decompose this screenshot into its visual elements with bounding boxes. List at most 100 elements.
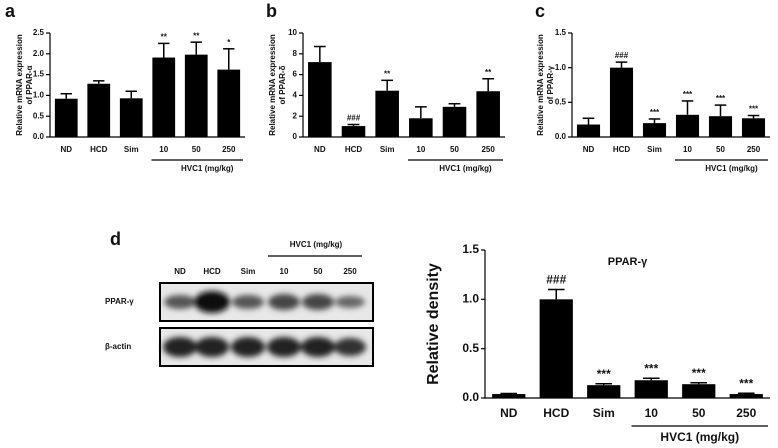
blot-row-label: PPAR-γ	[105, 297, 134, 306]
x-tick-label: ND	[500, 406, 518, 420]
western-blot: HVC1 (mg/kg) PPAR-γ β-actin	[105, 240, 374, 367]
y-tick-label: 0	[293, 132, 298, 141]
y-axis-label: Relative mRNA expression	[536, 34, 545, 136]
significance-label: **	[193, 31, 200, 40]
panel-label: c	[535, 1, 545, 21]
bar	[741, 118, 766, 137]
bar	[708, 116, 733, 137]
significance-label: ***	[692, 366, 706, 380]
bar	[576, 124, 601, 137]
bar	[87, 83, 111, 137]
x-tick-label: Sim	[380, 145, 395, 154]
significance-label: ***	[597, 367, 611, 381]
significance-label: ###	[546, 273, 566, 287]
x-tick-label: 50	[192, 145, 201, 154]
bar	[476, 91, 500, 137]
y-tick-label: 0.5	[555, 97, 567, 106]
x-tick-label: HCD	[613, 145, 631, 154]
group-label: HVC1 (mg/kg)	[660, 430, 739, 444]
bar	[217, 69, 241, 137]
bar	[184, 54, 208, 137]
bar	[675, 114, 700, 137]
x-tick-label: 250	[481, 145, 495, 154]
x-tick-label: 10	[683, 145, 692, 154]
bar	[341, 126, 366, 137]
bar	[442, 106, 467, 137]
x-tick-label: 50	[450, 145, 459, 154]
y-tick-label: 0.0	[555, 132, 567, 141]
bar	[729, 394, 763, 398]
significance-label: *	[227, 38, 231, 47]
x-tick-label: 10	[645, 406, 659, 420]
panel-label: b	[266, 1, 277, 21]
y-tick-label: 1.0	[555, 63, 567, 72]
bar	[308, 62, 332, 138]
x-tick-label: Sim	[647, 145, 662, 154]
x-tick-label: 10	[416, 145, 425, 154]
x-tick-label: Sim	[593, 406, 615, 420]
y-axis-label: Relative density	[425, 263, 442, 385]
x-tick-label: 250	[222, 145, 236, 154]
significance-label: ***	[716, 94, 726, 103]
significance-label: ***	[683, 90, 693, 99]
y-axis-label: Relative mRNA expression	[15, 34, 24, 136]
y-tick-label: 1.0	[33, 91, 45, 100]
bar	[375, 90, 399, 137]
bar	[492, 394, 526, 398]
bar	[682, 384, 716, 398]
y-tick-label: 0.0	[33, 132, 45, 141]
bar	[409, 118, 433, 137]
blot-lane-label: 10	[280, 267, 289, 276]
blot-lane-label: HCD	[203, 267, 221, 276]
x-tick-label: HCD	[345, 145, 363, 154]
blot-lane-label: 250	[343, 267, 357, 276]
group-label: HVC1 (mg/kg)	[705, 164, 758, 173]
significance-label: **	[384, 69, 391, 78]
x-tick-label: 10	[159, 145, 168, 154]
significance-label: **	[485, 68, 492, 77]
bar	[539, 299, 573, 398]
group-label: HVC1 (mg/kg)	[439, 164, 492, 173]
blot-bands	[163, 291, 366, 357]
bar	[152, 57, 176, 137]
y-tick-label: 2	[293, 111, 298, 120]
significance-label: ***	[644, 361, 658, 375]
y-axis-label: Relative mRNA expression	[268, 34, 277, 136]
bar	[642, 123, 667, 137]
x-tick-label: 50	[716, 145, 725, 154]
y-axis-label: of PPAR-α	[25, 65, 34, 104]
blot-lane-label: 50	[314, 267, 323, 276]
x-tick-label: HCD	[543, 406, 569, 420]
y-tick-label: 0.0	[462, 390, 479, 404]
x-tick-label: 50	[692, 406, 706, 420]
significance-label: ***	[650, 108, 660, 117]
chart-title: PPAR-γ	[608, 256, 648, 268]
y-tick-label: 6	[293, 70, 298, 79]
x-tick-label: 250	[736, 406, 756, 420]
significance-label: ***	[749, 105, 759, 114]
significance-label: ***	[739, 376, 753, 390]
bar	[587, 385, 621, 398]
y-tick-label: 1.0	[462, 292, 479, 306]
y-tick-label: 1.5	[555, 28, 567, 37]
x-tick-label: Sim	[124, 145, 139, 154]
y-tick-label: 0.5	[33, 111, 45, 120]
x-tick-label: 250	[747, 145, 761, 154]
y-axis-label: of PPAR-δ	[278, 65, 287, 104]
y-tick-label: 4	[293, 91, 298, 100]
panel-label: a	[5, 1, 16, 21]
y-axis-label: of PPAR-γ	[546, 65, 555, 104]
blot-lane-label: ND	[174, 267, 186, 276]
blot-lane-label: Sim	[241, 267, 256, 276]
y-tick-label: 10	[288, 28, 297, 37]
x-tick-label: ND	[60, 145, 72, 154]
x-tick-label: ND	[583, 145, 595, 154]
panel-label: d	[110, 229, 121, 249]
bar	[54, 98, 78, 137]
bar	[634, 380, 668, 398]
x-tick-label: HCD	[90, 145, 108, 154]
bar	[119, 98, 143, 137]
blot-row-label: β-actin	[105, 342, 131, 351]
significance-label: **	[161, 33, 168, 42]
